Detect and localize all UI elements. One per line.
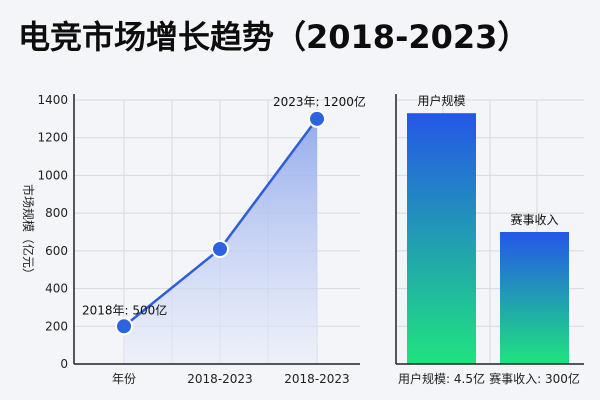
y-tick-label: 1000 [37,168,68,182]
y-tick-label: 1200 [37,131,68,145]
point-annotation: 2018年: 500亿 [82,302,167,317]
x-tick-label: 2018-2023 [284,372,349,386]
chart-title: 电竞市场增长趋势（2018-2023） [18,18,530,56]
y-tick-label: 400 [45,282,68,296]
area-fill [124,118,317,364]
bar-label: 用户规模 [417,93,465,108]
y-axis-title: 市场规模（亿元） [21,184,36,280]
right-axes [395,94,584,365]
x-tick-label: 2018-2023 [187,372,252,386]
data-point [308,109,326,128]
bar [407,113,476,364]
y-tick-label: 800 [45,206,68,220]
x-tick-label: 年份 [112,372,136,386]
chart-labels: 0 200 400 600 800 1000 1200 1400 年份 2018-2023 2018… [21,93,580,386]
y-tick-label: 0 [60,357,68,371]
data-point [211,239,229,258]
y-tick-label: 1400 [37,93,68,107]
bar-series [407,113,569,364]
left-axes [73,94,360,365]
bar-category-label: 用户规模: 4.5亿 [398,371,485,386]
y-tick-label: 600 [45,244,68,258]
point-annotation: 2023年: 1200亿 [273,94,366,109]
y-tick-label: 200 [45,319,68,333]
bar-label: 赛事收入 [510,212,558,227]
bar-category-label: 赛事收入: 300亿 [489,371,580,386]
area-series [115,109,326,364]
bar [500,232,569,364]
data-point [115,317,133,336]
